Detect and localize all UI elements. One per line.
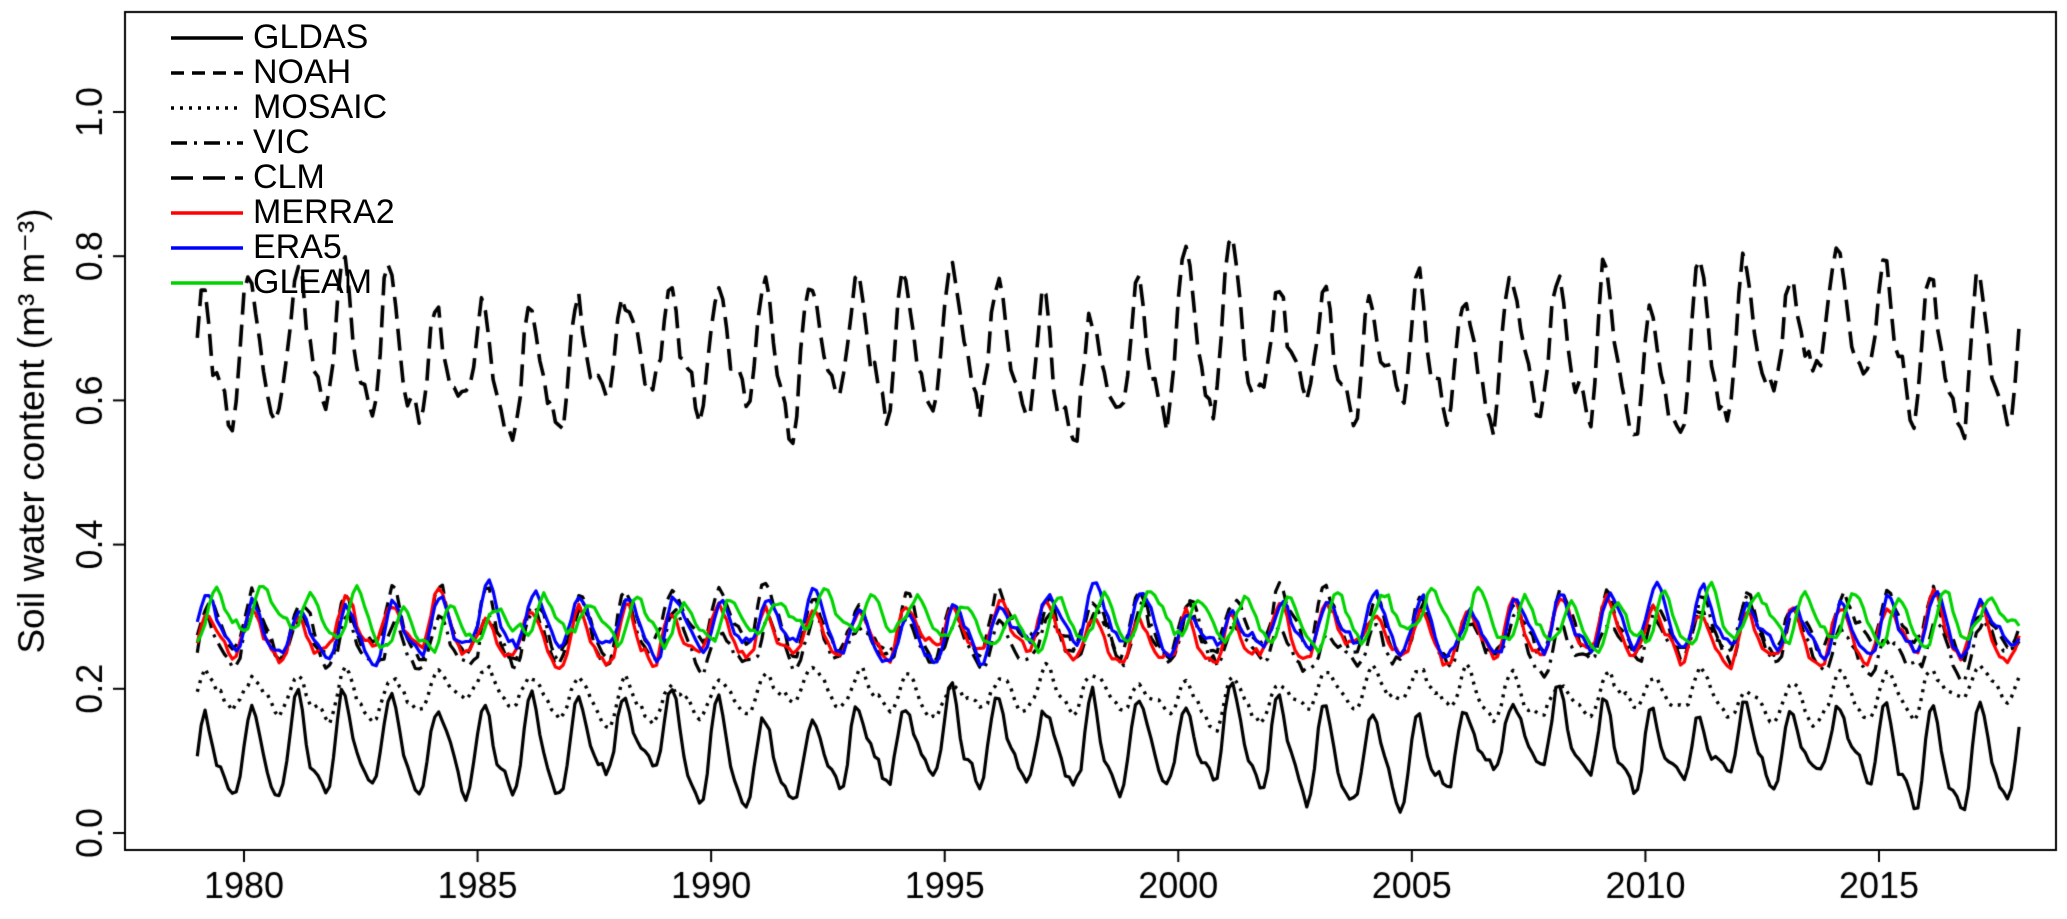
legend-item-noah: NOAH <box>171 55 395 90</box>
legend-label-noah: NOAH <box>253 53 352 91</box>
legend-label-gleam: GLEAM <box>253 263 373 301</box>
legend-line-gleam-icon <box>171 280 243 285</box>
legend-line-clm-icon <box>171 175 243 180</box>
legend-line-gldas-icon <box>171 35 243 40</box>
legend-line-era5-icon <box>171 245 243 250</box>
legend-label-era5: ERA5 <box>253 228 342 266</box>
legend-item-clm: CLM <box>171 160 395 195</box>
legend-label-vic: VIC <box>253 123 310 161</box>
legend-label-clm: CLM <box>253 158 325 196</box>
legend-line-mosaic-icon <box>171 105 243 110</box>
legend-line-vic-icon <box>171 140 243 145</box>
legend-label-mosaic: MOSAIC <box>253 88 388 126</box>
legend-item-gleam: GLEAM <box>171 265 395 300</box>
legend-item-merra2: MERRA2 <box>171 195 395 230</box>
legend-item-gldas: GLDAS <box>171 20 395 55</box>
legend-label-gldas: GLDAS <box>253 18 369 56</box>
legend-item-mosaic: MOSAIC <box>171 90 395 125</box>
chart-legend: GLDAS NOAH MOSAIC VIC CLM MERRA2 ERA5 GLEAM <box>171 20 395 300</box>
legend-item-era5: ERA5 <box>171 230 395 265</box>
legend-label-merra2: MERRA2 <box>253 193 395 231</box>
legend-line-noah-icon <box>171 70 243 75</box>
legend-item-vic: VIC <box>171 125 395 160</box>
legend-line-merra2-icon <box>171 210 243 215</box>
